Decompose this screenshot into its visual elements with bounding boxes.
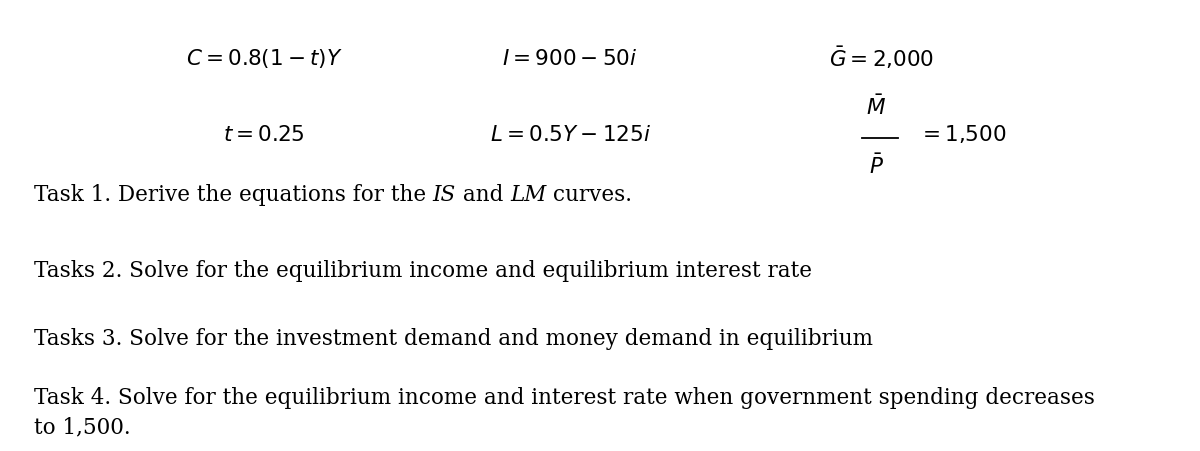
Text: Task 4. Solve for the equilibrium income and interest rate when government spend: Task 4. Solve for the equilibrium income… xyxy=(34,387,1094,409)
Text: $\bar{M}$: $\bar{M}$ xyxy=(866,96,886,120)
Text: $t = 0.25$: $t = 0.25$ xyxy=(223,124,305,146)
Text: IS: IS xyxy=(433,184,456,206)
Text: LM: LM xyxy=(510,184,546,206)
Text: $\bar{P}$: $\bar{P}$ xyxy=(869,155,883,179)
Text: $= 1{,}500$: $= 1{,}500$ xyxy=(918,124,1007,146)
Text: $I = 900 - 50i$: $I = 900 - 50i$ xyxy=(503,48,637,69)
Text: Tasks 3. Solve for the investment demand and money demand in equilibrium: Tasks 3. Solve for the investment demand… xyxy=(34,328,872,350)
Text: curves.: curves. xyxy=(546,184,632,206)
Text: Tasks 2. Solve for the equilibrium income and equilibrium interest rate: Tasks 2. Solve for the equilibrium incom… xyxy=(34,260,811,282)
Text: and: and xyxy=(456,184,510,206)
Text: $\bar{G} = 2{,}000$: $\bar{G} = 2{,}000$ xyxy=(829,46,935,72)
Text: to 1,500.: to 1,500. xyxy=(34,416,131,438)
Text: $C = 0.8(1 - t)Y$: $C = 0.8(1 - t)Y$ xyxy=(186,47,342,70)
Text: Task 1. Derive the equations for the: Task 1. Derive the equations for the xyxy=(34,184,433,206)
Text: $L = 0.5Y - 125i$: $L = 0.5Y - 125i$ xyxy=(490,124,650,146)
